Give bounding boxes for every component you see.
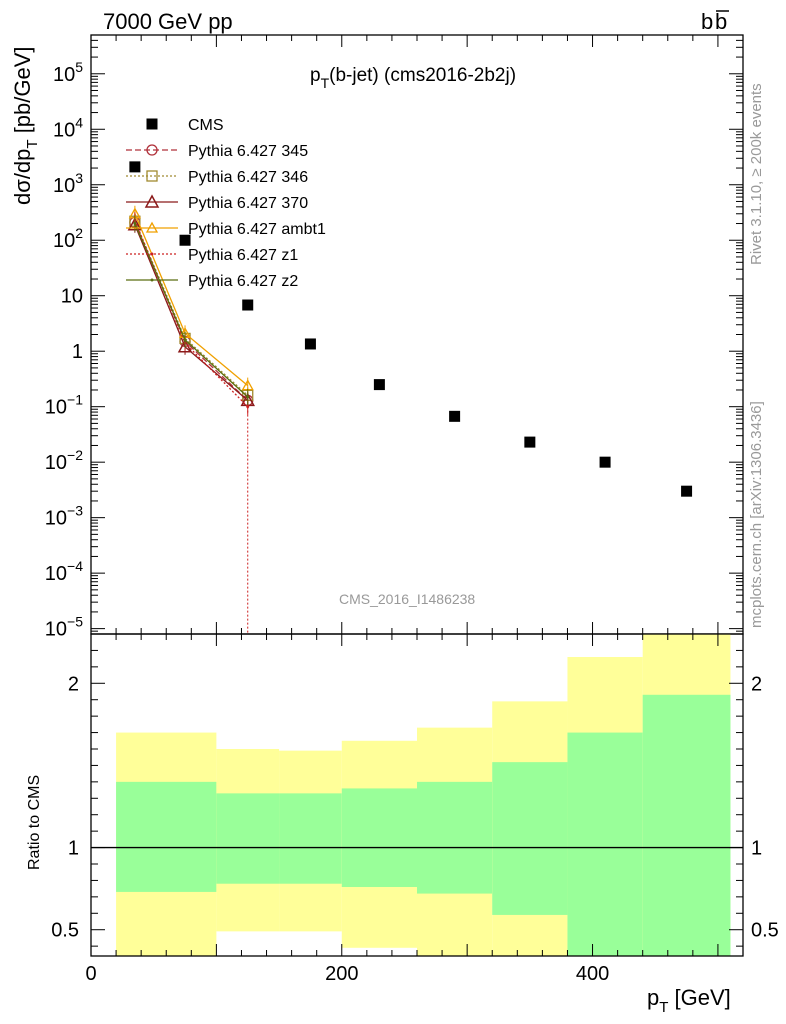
mcplots-label: mcplots.cern.ch [arXiv:1306.3436]: [748, 401, 765, 628]
series-0: [129, 161, 693, 497]
marker-triangle: [144, 194, 160, 208]
x-tick-label: 0: [85, 963, 96, 985]
legend-label: CMS: [188, 117, 224, 134]
ratio-ytick-label: 0.5: [51, 920, 79, 942]
ratio-ytick-label-right: 0.5: [751, 920, 779, 942]
marker-dot: [246, 395, 250, 399]
ratio-band-inner-5: [492, 762, 568, 915]
ratio-axes: 0 200 400 2 2 1 1 0.5 0.5: [51, 633, 779, 985]
ratio-band-inner-2: [279, 793, 342, 884]
header-energy: 7000 GeV pp: [103, 9, 233, 34]
marker-dot: [133, 222, 137, 226]
marker-square: [599, 456, 611, 468]
ratio-band-inner-7: [642, 694, 731, 956]
marker-square: [242, 299, 254, 311]
main-ytick-label: 10−2: [45, 447, 83, 474]
legend-label: Pythia 6.427 345: [188, 143, 308, 160]
main-ytick-label: 105: [53, 59, 83, 86]
marker-square: [129, 161, 141, 173]
ratio-ytick-label-right: 2: [751, 673, 762, 695]
ratio-bands: [91, 634, 743, 956]
main-ytick-label: 10−5: [45, 614, 83, 641]
main-ytick-label: 10−1: [45, 392, 83, 419]
marker-open-square: [146, 170, 158, 182]
rivet-label: Rivet 3.1.10, ≥ 200k events: [748, 83, 765, 265]
analysis-watermark: CMS_2016_I1486238: [339, 591, 475, 607]
marker-open-triangle: [145, 221, 159, 233]
series-1: [129, 214, 254, 409]
marker-square: [524, 436, 536, 448]
main-series: [127, 161, 693, 634]
ratio-band-inner-6: [567, 732, 643, 956]
series-line-4: [134, 213, 249, 387]
main-ytick-label: 104: [53, 114, 83, 141]
legend-label: Pythia 6.427 346: [188, 169, 308, 186]
marker-dot: [150, 252, 154, 256]
marker-square: [449, 410, 461, 422]
legend: CMS Pythia 6.427 345 Pythia 6.427 346 Pythi…: [126, 117, 326, 290]
plot-title: pT(b-jet) (cms2016-2b2j): [310, 65, 516, 91]
x-tick-label: 400: [576, 963, 609, 985]
series-6: [133, 215, 250, 405]
legend-label: Pythia 6.427 z1: [188, 247, 298, 264]
main-ytick-label: 10−3: [45, 503, 83, 530]
marker-square: [681, 485, 693, 497]
ratio-band-inner-1: [216, 793, 280, 884]
x-axis-label: pT [GeV]: [647, 985, 731, 1016]
header-process-b: b: [701, 9, 713, 34]
x-tick-label: 200: [325, 963, 358, 985]
header-process: b b: [701, 9, 729, 34]
ratio-band-inner-3: [341, 788, 417, 887]
legend-label: Pythia 6.427 370: [188, 195, 308, 212]
main-ytick-label: 10: [61, 286, 83, 308]
legend-label: Pythia 6.427 z2: [188, 273, 298, 290]
main-ytick-label: 102: [53, 225, 83, 252]
marker-square: [146, 118, 158, 130]
main-ytick-label: 103: [53, 170, 83, 197]
ratio-ytick-label: 2: [68, 673, 79, 695]
legend-label: Pythia 6.427 ambt1: [188, 221, 326, 238]
series-5: [133, 212, 250, 415]
ratio-band-inner-4: [417, 781, 493, 894]
main-ytick-label: 10−4: [45, 558, 83, 585]
marker-circle: [146, 144, 158, 156]
marker-square: [373, 379, 385, 391]
ratio-ylabel: Ratio to CMS: [26, 775, 43, 870]
marker-dot: [150, 278, 154, 282]
main-ylabel: dσ/dpT [pb/GeV]: [10, 46, 41, 205]
marker-square: [179, 234, 191, 246]
marker-dot: [183, 338, 187, 342]
ratio-band-inner-0: [116, 781, 217, 892]
main-ytick-label: 1: [72, 341, 83, 363]
marker-square: [304, 338, 316, 350]
ratio-ytick-label-right: 1: [751, 838, 762, 860]
ratio-ytick-label: 1: [68, 838, 79, 860]
header-process-bbar: b: [715, 9, 727, 34]
